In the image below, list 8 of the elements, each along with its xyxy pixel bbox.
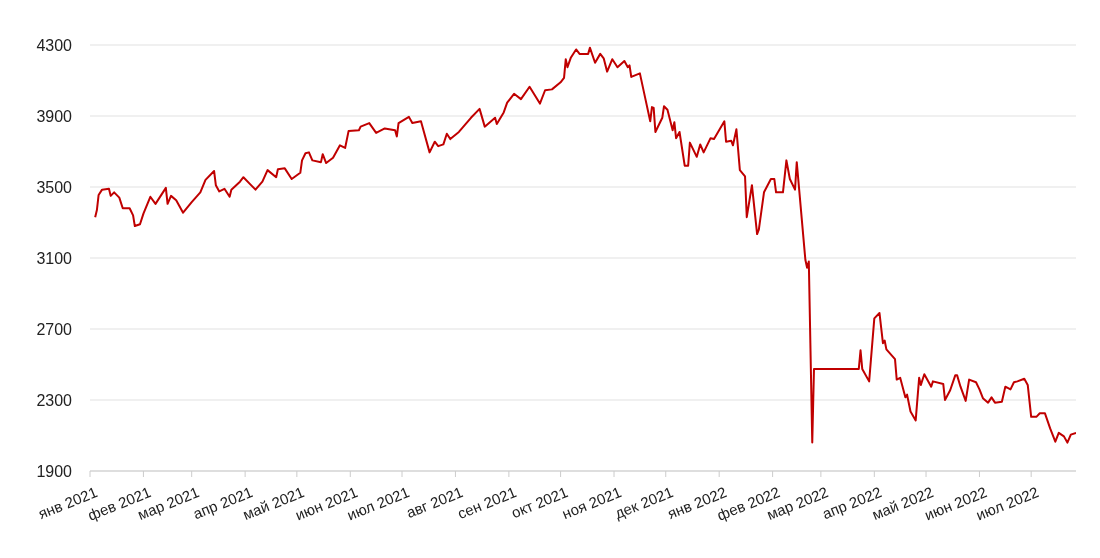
line-series bbox=[94, 46, 1076, 444]
y-tick-label: 4300 bbox=[36, 36, 73, 54]
y-tick-label: 3900 bbox=[36, 107, 73, 125]
y-tick-label: 1900 bbox=[36, 462, 73, 480]
y-tick-label: 2700 bbox=[36, 320, 73, 338]
y-tick-label: 3100 bbox=[36, 249, 73, 267]
y-tick-label: 3500 bbox=[36, 178, 73, 196]
y-tick-label: 2300 bbox=[36, 391, 73, 409]
